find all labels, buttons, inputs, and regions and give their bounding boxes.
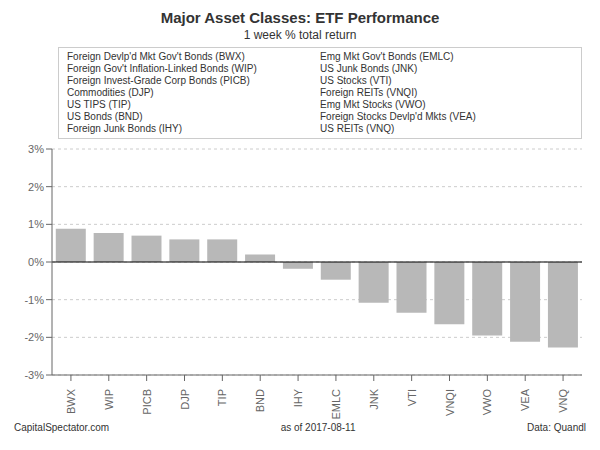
html-text:Foreign Invest-Grade Corp Bond: Foreign Invest-Grade Corp Bonds (PICB) bbox=[67, 75, 250, 86]
html-text:US Bonds (BND): US Bonds (BND) bbox=[67, 111, 143, 122]
svg-text:BWX: BWX bbox=[65, 388, 77, 414]
html-text:Emg Mkt Gov't Bonds (EMLC): Emg Mkt Gov't Bonds (EMLC) bbox=[320, 51, 454, 62]
svg-text:IHY: IHY bbox=[292, 388, 304, 407]
svg-text:-1%: -1% bbox=[24, 294, 44, 306]
html-text:Foreign REITs (VNQI): Foreign REITs (VNQI) bbox=[320, 87, 418, 98]
html-text:Commodities (DJP): Commodities (DJP) bbox=[67, 87, 154, 98]
svg-text:1%: 1% bbox=[28, 218, 44, 230]
svg-text:VEA: VEA bbox=[519, 388, 531, 411]
html-text:US REITs (VNQ): US REITs (VNQ) bbox=[320, 123, 395, 134]
svg-text:TIP: TIP bbox=[216, 389, 228, 406]
html-text:US Stocks (VTI): US Stocks (VTI) bbox=[320, 75, 392, 86]
svg-text:JNK: JNK bbox=[368, 388, 380, 409]
html-text:Data: Quandl: Data: Quandl bbox=[527, 422, 586, 433]
html-text:US TIPS (TIP): US TIPS (TIP) bbox=[67, 99, 131, 110]
svg-text:VNQI: VNQI bbox=[444, 389, 456, 416]
html-text:Foreign Gov't Inflation-Linked: Foreign Gov't Inflation-Linked Bonds (WI… bbox=[67, 63, 257, 74]
svg-text:EMLC: EMLC bbox=[330, 389, 342, 420]
svg-text:DJP: DJP bbox=[179, 389, 191, 410]
html-text:Emg Mkt Stocks (VWO): Emg Mkt Stocks (VWO) bbox=[320, 99, 426, 110]
html-text:1 week % total return: 1 week % total return bbox=[243, 28, 357, 42]
svg-text:-2%: -2% bbox=[24, 331, 44, 343]
svg-text:-3%: -3% bbox=[24, 369, 44, 381]
svg-text:VNQ: VNQ bbox=[557, 389, 569, 413]
svg-text:2%: 2% bbox=[28, 181, 44, 193]
svg-text:VTI: VTI bbox=[406, 389, 418, 406]
svg-text:VWO: VWO bbox=[481, 389, 493, 416]
html-text:Foreign Stocks Devlp'd Mkts (V: Foreign Stocks Devlp'd Mkts (VEA) bbox=[320, 111, 476, 122]
svg-text:BND: BND bbox=[254, 389, 266, 412]
svg-text:0%: 0% bbox=[28, 256, 44, 268]
html-text:Major Asset Classes: ETF Perfo: Major Asset Classes: ETF Performance bbox=[160, 9, 440, 26]
html-text:as of 2017-08-11: as of 2017-08-11 bbox=[280, 422, 356, 433]
html-text:Foreign Junk Bonds (IHY): Foreign Junk Bonds (IHY) bbox=[67, 123, 183, 134]
svg-text:PICB: PICB bbox=[141, 389, 153, 415]
html-text:US Junk Bonds (JNK): US Junk Bonds (JNK) bbox=[320, 63, 418, 74]
svg-text:3%: 3% bbox=[28, 143, 44, 155]
html-text:CapitalSpectator.com: CapitalSpectator.com bbox=[14, 422, 110, 433]
html-text:Foreign Devlp'd Mkt Gov't Bond: Foreign Devlp'd Mkt Gov't Bonds (BWX) bbox=[67, 51, 245, 62]
svg-text:WIP: WIP bbox=[103, 389, 115, 410]
